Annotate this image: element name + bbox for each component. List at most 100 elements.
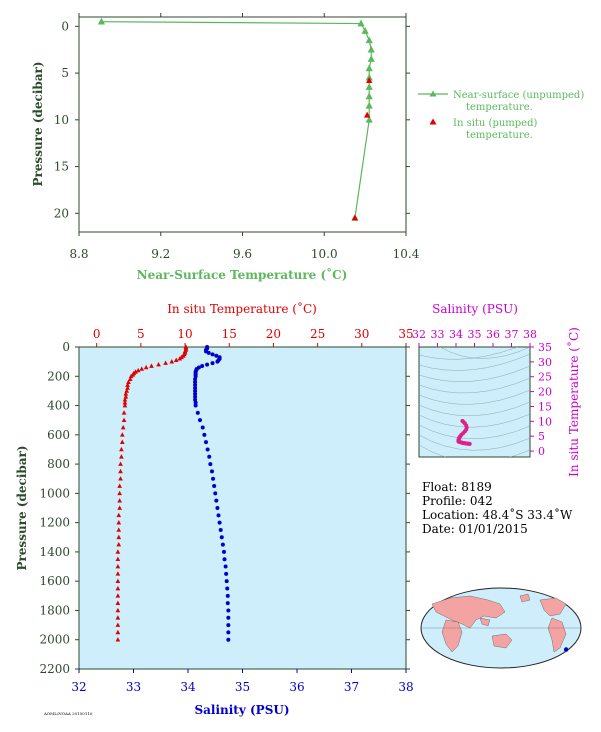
density-contours — [419, 347, 530, 457]
salinity-point — [219, 535, 224, 540]
temp-tick-label: 15 — [222, 327, 237, 341]
plot-frame — [78, 16, 407, 233]
temperature-point — [121, 410, 127, 415]
temperature-point — [156, 361, 161, 367]
salinity-point — [200, 425, 205, 430]
temp-tick-label: 30 — [354, 327, 369, 341]
temperature-point — [119, 432, 125, 437]
salinity-point — [193, 383, 198, 388]
pressure-tick-label: 0 — [62, 340, 70, 354]
pressure-tick-label: 1400 — [39, 545, 70, 559]
temperature-point — [122, 400, 128, 405]
pressure-tick-label: 1600 — [39, 574, 70, 588]
top-axis-label: In situ Temperature (˚C) — [167, 301, 317, 316]
temperature-point — [127, 376, 133, 382]
temperature-point — [115, 622, 121, 627]
x-tick-label: 9.6 — [233, 247, 252, 261]
salinity-point — [221, 549, 226, 554]
temperature-point — [117, 483, 122, 488]
salinity-point — [195, 410, 200, 415]
temperature-point — [123, 394, 129, 399]
temperature-point — [115, 600, 121, 605]
salinity-point — [207, 454, 212, 459]
temperature-point — [116, 520, 122, 525]
legend-label-in-situ-2: temperature. — [466, 130, 533, 141]
near-surface-point — [365, 83, 373, 90]
temperature-point — [126, 379, 131, 384]
temp-tick-label: 10 — [177, 327, 192, 341]
salinity-tick-label: 32 — [71, 680, 86, 694]
legend-label-in-situ: In situ (pumped) — [453, 118, 537, 129]
temperature-point — [115, 593, 121, 598]
date: Date: 01/01/2015 — [422, 522, 528, 536]
salinity-point — [226, 623, 231, 628]
ts-point — [467, 441, 472, 446]
in-situ-point — [364, 111, 371, 118]
pressure-tick-label: 1000 — [39, 486, 70, 500]
temperature-point — [122, 402, 128, 408]
salinity-point — [223, 564, 228, 569]
profile-number: Profile: 042 — [422, 494, 493, 508]
world-map — [420, 587, 582, 669]
salinity-point — [222, 557, 227, 562]
legend: Near-surface (unpumped) temperature. In … — [418, 90, 584, 141]
salinity-tick-label: 37 — [344, 680, 359, 694]
temp-tick-label: 5 — [137, 327, 145, 341]
near-surface-point — [365, 36, 373, 44]
y-tick-label: 0 — [61, 19, 69, 33]
salinity-point — [211, 476, 216, 481]
y-tick-label: 10 — [54, 113, 69, 127]
salinity-point — [193, 388, 198, 393]
ts-y-tick-label: 20 — [538, 386, 552, 399]
ts-y-tick-label: 25 — [538, 371, 552, 384]
location: Location: 48.4˚S 33.4˚W — [422, 507, 573, 522]
salinity-point — [218, 527, 223, 532]
salinity-point — [212, 484, 217, 489]
salinity-tick-label: 38 — [398, 680, 413, 694]
temperature-point — [149, 363, 154, 368]
pressure-tick-label: 400 — [47, 399, 70, 413]
temperature-point — [115, 637, 121, 642]
temperature-point — [117, 505, 122, 510]
salinity-tick-label: 35 — [235, 680, 250, 694]
salinity-point — [206, 350, 211, 355]
temperature-point — [173, 357, 179, 362]
near-surface-point — [365, 101, 373, 109]
near-surface-temperature-chart: 8.8 9.2 9.6 10.0 10.4 0 5 10 15 20 Near-Surface … — [31, 13, 584, 282]
near-surface-point — [367, 45, 375, 53]
temperature-point — [119, 446, 124, 452]
temperature-point — [122, 397, 128, 402]
temperature-point — [118, 461, 123, 466]
salinity-point — [208, 462, 213, 467]
salinity-point — [213, 491, 218, 496]
near-surface-point — [367, 55, 375, 62]
salinity-point — [200, 364, 205, 369]
temperature-point — [177, 356, 183, 361]
bottom-axis-label: Salinity (PSU) — [194, 703, 289, 717]
ts-x-tick-label: 38 — [523, 328, 537, 341]
salinity-point — [210, 352, 215, 357]
temperature-point — [115, 556, 121, 562]
temperature-point — [115, 607, 121, 613]
temperature-point — [118, 476, 123, 481]
ts-y-tick-label: 5 — [538, 430, 545, 443]
salinity-tick-label: 34 — [180, 680, 196, 694]
temperature-point — [116, 541, 122, 547]
salinity-point — [209, 469, 214, 474]
ts-x-tick-label: 33 — [431, 328, 445, 341]
temperature-point — [139, 366, 145, 371]
salinity-point — [224, 571, 229, 576]
salinity-point — [220, 542, 225, 547]
salinity-point — [193, 377, 198, 382]
temperature-point — [115, 629, 121, 635]
temperature-point — [115, 549, 121, 554]
salinity-point — [225, 601, 230, 606]
salinity-point — [224, 579, 229, 584]
pressure-tick-label: 600 — [47, 428, 70, 442]
temperature-point — [121, 417, 127, 423]
salinity-point — [193, 394, 198, 399]
pressure-tick-label: 2000 — [39, 633, 70, 647]
near-surface-point — [361, 27, 369, 34]
y-tick-label: 20 — [54, 206, 69, 220]
